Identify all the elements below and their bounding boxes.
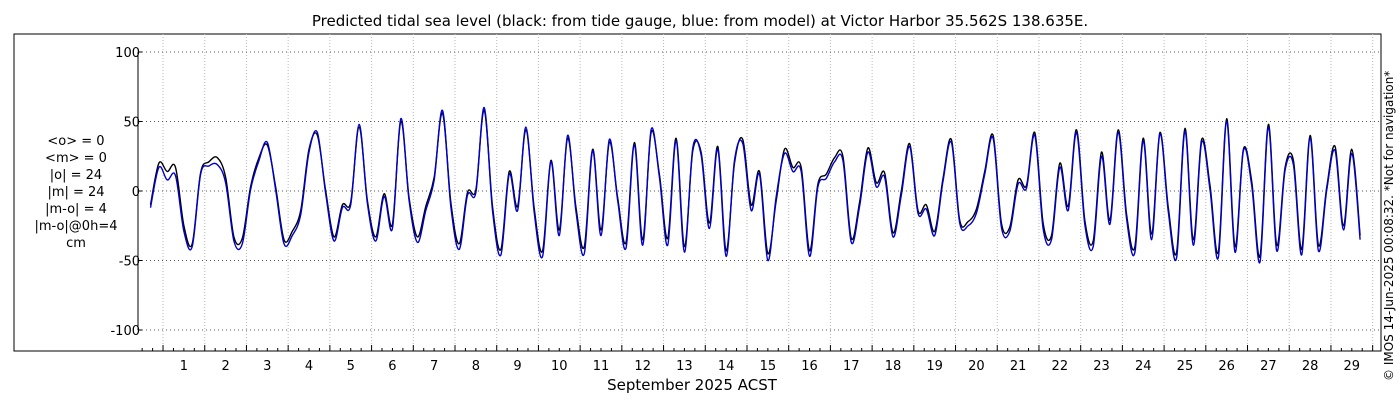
x-tick-label: 3 (263, 359, 271, 374)
x-tick-label: 28 (1302, 359, 1319, 374)
x-tick-label: 15 (760, 359, 777, 374)
x-tick-label: 4 (305, 359, 313, 374)
x-tick-label: 23 (1093, 359, 1110, 374)
x-tick-label: 14 (718, 359, 735, 374)
chart-title: Predicted tidal sea level (black: from t… (312, 12, 1088, 30)
x-tick-label: 16 (801, 359, 818, 374)
stat-unit: cm (66, 236, 86, 251)
x-tick-label: 9 (513, 359, 521, 374)
x-tick-label: 26 (1218, 359, 1235, 374)
x-tick-label: 11 (593, 359, 610, 374)
stat-mean-observed: <o> = 0 (47, 134, 105, 149)
series-layer (149, 106, 1361, 264)
x-tick-label: 5 (347, 359, 355, 374)
x-tick-label: 17 (843, 359, 860, 374)
x-tick-label: 8 (472, 359, 480, 374)
y-tick-label: 50 (123, 116, 140, 131)
x-tick-label: 7 (430, 359, 438, 374)
x-tick-label: 18 (885, 359, 902, 374)
statistics-panel: <o> = 0 <m> = 0 |o| = 24 |m| = 24 |m-o| … (20, 133, 132, 252)
y-tick-label: -100 (110, 324, 140, 339)
stat-abs-observed: |o| = 24 (49, 168, 103, 183)
series-line-model (149, 106, 1361, 264)
x-tick-label: 12 (634, 359, 651, 374)
stat-difference-0h: |m-o|@0h=4 (34, 219, 118, 234)
y-tick-label: 0 (132, 185, 140, 200)
x-tick-label: 24 (1135, 359, 1152, 374)
stat-abs-difference: |m-o| = 4 (45, 202, 107, 217)
x-tick-label: 2 (221, 359, 229, 374)
x-tick-label: 22 (1052, 359, 1069, 374)
x-tick-label: 21 (1010, 359, 1027, 374)
x-tick-label: 6 (388, 359, 396, 374)
stat-mean-model: <m> = 0 (45, 151, 107, 166)
x-axis-label: September 2025 ACST (607, 376, 778, 394)
x-tick-label: 13 (676, 359, 693, 374)
x-tick-label: 29 (1344, 359, 1361, 374)
x-tick-label: 10 (551, 359, 568, 374)
x-tick-label: 19 (926, 359, 943, 374)
x-tick-label: 20 (968, 359, 985, 374)
y-tick-label: 100 (115, 46, 140, 61)
y-tick-label: -50 (119, 255, 140, 270)
gridlines (138, 34, 1381, 351)
credit-text: © IMOS 14-Jun-2025 00:08:32. *Not for na… (1382, 71, 1396, 381)
x-tick-label: 25 (1177, 359, 1194, 374)
x-tick-label: 27 (1260, 359, 1277, 374)
plot-frame (13, 33, 1382, 352)
stat-abs-model: |m| = 24 (47, 185, 105, 200)
x-tick-label: 1 (180, 359, 188, 374)
